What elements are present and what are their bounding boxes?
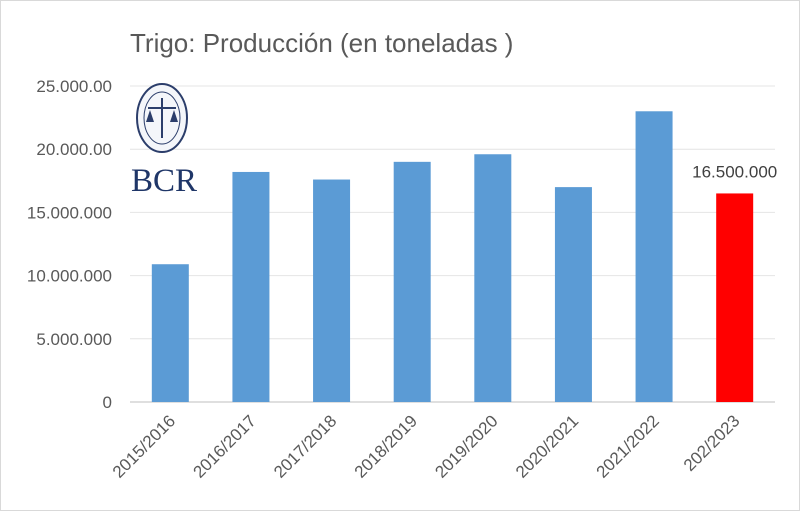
bcr-logo: BCR (131, 83, 197, 199)
y-tick-label: 10.000.000 (27, 267, 112, 286)
bar-2020/2021 (554, 187, 592, 402)
bar-2016/2017 (232, 171, 270, 402)
bar-2017/2018 (313, 179, 351, 402)
y-tick-label: 0 (103, 393, 112, 412)
x-tick-label: 2019/2020 (431, 411, 501, 481)
x-tick-label: 2016/2017 (189, 411, 259, 481)
x-tick-label: 2018/2019 (351, 411, 421, 481)
x-tick-label: 202/2023 (680, 411, 744, 475)
x-tick-label: 2015/2016 (109, 411, 179, 481)
y-tick-label: 20.000.00 (36, 140, 112, 159)
x-tick-label: 2021/2022 (593, 411, 663, 481)
y-tick-label: 15.000.000 (27, 203, 112, 222)
bar-2021/2022 (635, 111, 673, 402)
bar-2019/2020 (474, 154, 512, 402)
y-tick-label: 5.000.000 (36, 330, 112, 349)
chart-title: Trigo: Producción (en toneladas ) (130, 28, 513, 58)
bar-202/2023 (716, 193, 754, 402)
data-label: 16.500.000 (692, 162, 777, 181)
bar-2018/2019 (393, 161, 431, 402)
y-tick-label: 25.000.00 (36, 77, 112, 96)
x-tick-label: 2017/2018 (270, 411, 340, 481)
x-tick-label: 2020/2021 (512, 411, 582, 481)
bcr-logo-text: BCR (131, 163, 197, 199)
bar-2015/2016 (151, 264, 189, 402)
